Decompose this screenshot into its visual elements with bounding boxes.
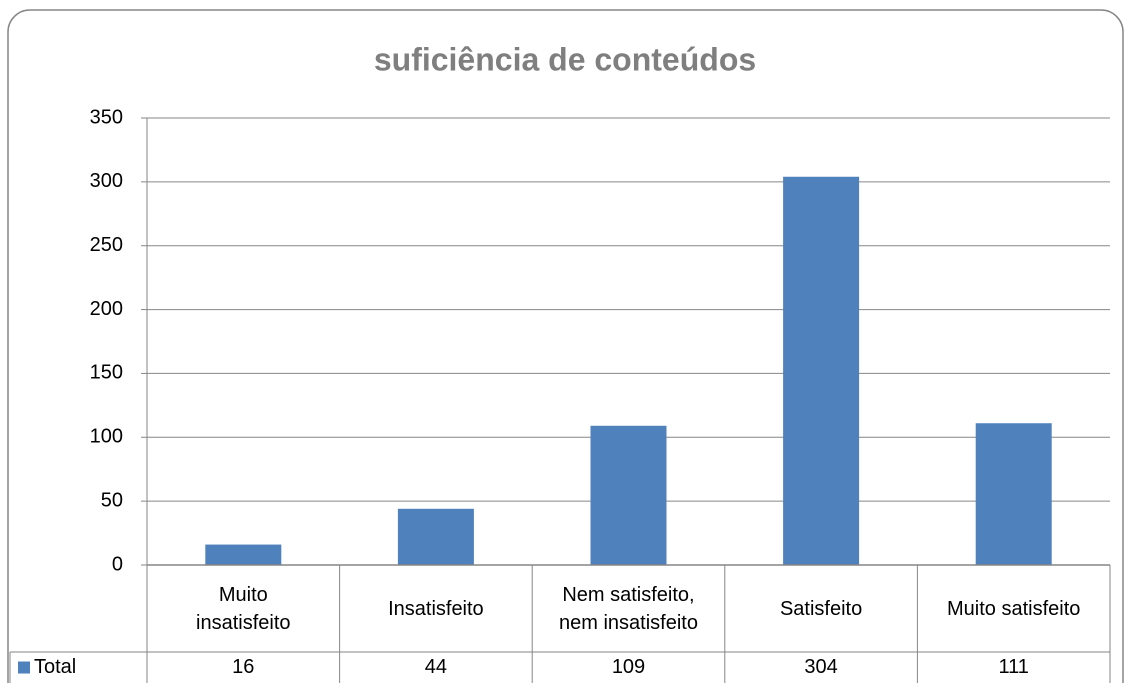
x-tick-label: Muito insatisfeito (196, 583, 291, 634)
x-tick-label: Nem satisfeito, nem insatisfeito (559, 583, 698, 634)
y-tick-label: 250 (90, 234, 123, 256)
y-tick-label: 100 (90, 426, 123, 448)
x-tick-cell: Muito satisfeito (946, 597, 1081, 620)
bar (397, 508, 474, 565)
x-tick-label: Insatisfeito (388, 597, 484, 620)
data-table-value: 109 (612, 656, 645, 678)
data-table-value: 44 (425, 656, 447, 678)
y-tick-label: 350 (90, 106, 123, 128)
x-tick-cell: Insatisfeito (388, 597, 484, 620)
y-tick-label: 0 (112, 553, 123, 575)
data-table-value: 111 (998, 656, 1028, 678)
bar (590, 425, 667, 565)
legend-label: Total (34, 656, 76, 678)
x-tick-cell: Satisfeito (779, 597, 863, 620)
data-table-value: 16 (232, 656, 254, 678)
y-tick-label: 150 (90, 362, 123, 384)
x-tick-cell: Muito insatisfeito (196, 583, 291, 634)
legend-key (18, 661, 30, 674)
y-tick-label: 50 (101, 489, 123, 511)
bar (205, 544, 282, 565)
y-tick-label: 300 (90, 170, 123, 192)
y-tick-label: 200 (90, 298, 123, 320)
chart-title: suficiência de conteúdos (374, 41, 756, 77)
x-tick-label: Satisfeito (779, 597, 863, 620)
x-tick-label: Muito satisfeito (946, 597, 1081, 620)
bar (783, 176, 860, 565)
x-tick-cell: Nem satisfeito, nem insatisfeito (559, 583, 698, 634)
bar (975, 423, 1052, 565)
data-table-value: 304 (804, 656, 837, 678)
